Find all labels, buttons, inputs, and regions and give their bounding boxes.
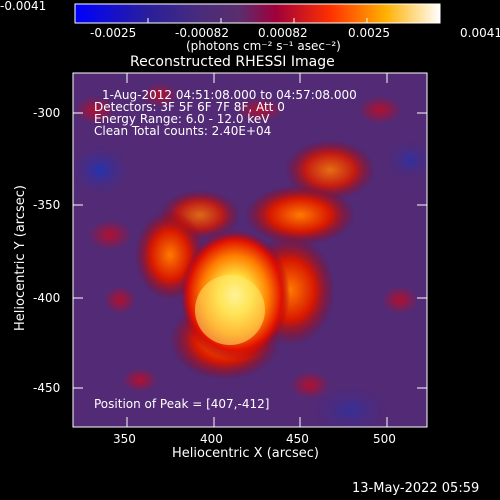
image-title: Reconstructed RHESSI Image [130,54,335,70]
y-tick-label: -400 [33,291,61,305]
x-axis-ticks [126,73,388,427]
x-tick-label: 450 [286,432,309,446]
info-line: Energy Range: 6.0 - 12.0 keV [94,112,270,126]
x-axis-label: Heliocentric X (arcsec) [172,446,319,461]
y-tick-label: -350 [33,198,61,212]
info-line: Detectors: 3F 5F 6F 7F 8F, Att 0 [94,100,285,114]
colorbar-tick-label: 0.0025 [348,26,390,40]
plot-frame [72,72,428,428]
image-area [73,73,427,427]
colorbar-units-label: (photons cm⁻² s⁻¹ asec⁻²) [186,39,341,53]
colorbar-tick-label: -0.0041 [0,0,47,13]
peak-position-label: Position of Peak = [407,-412] [94,397,270,411]
colorbar-tick-label: -0.0025 [90,26,137,40]
x-tick-label: 350 [113,432,136,446]
info-line: 1-Aug-2012 04:51:08.000 to 04:57:08.000 [102,88,357,102]
colorbar-graphic [74,3,441,24]
y-tick-label: -450 [33,381,61,395]
colorbar-tick-label: 0.00082 [258,26,308,40]
y-axis-ticks [73,112,427,389]
colorbar-gradient [74,3,441,24]
y-axis-label: Heliocentric Y (arcsec) [13,185,28,331]
x-tick-label: 400 [200,432,223,446]
generation-timestamp: 13-May-2022 05:59 [352,481,480,496]
x-tick-label: 500 [373,432,396,446]
colorbar-tick-label: 0.0041 [460,26,500,40]
y-tick-label: -300 [33,106,61,120]
info-line: Clean Total counts: 2.40E+04 [94,124,272,138]
colorbar-tick-label: -0.00082 [175,26,229,40]
